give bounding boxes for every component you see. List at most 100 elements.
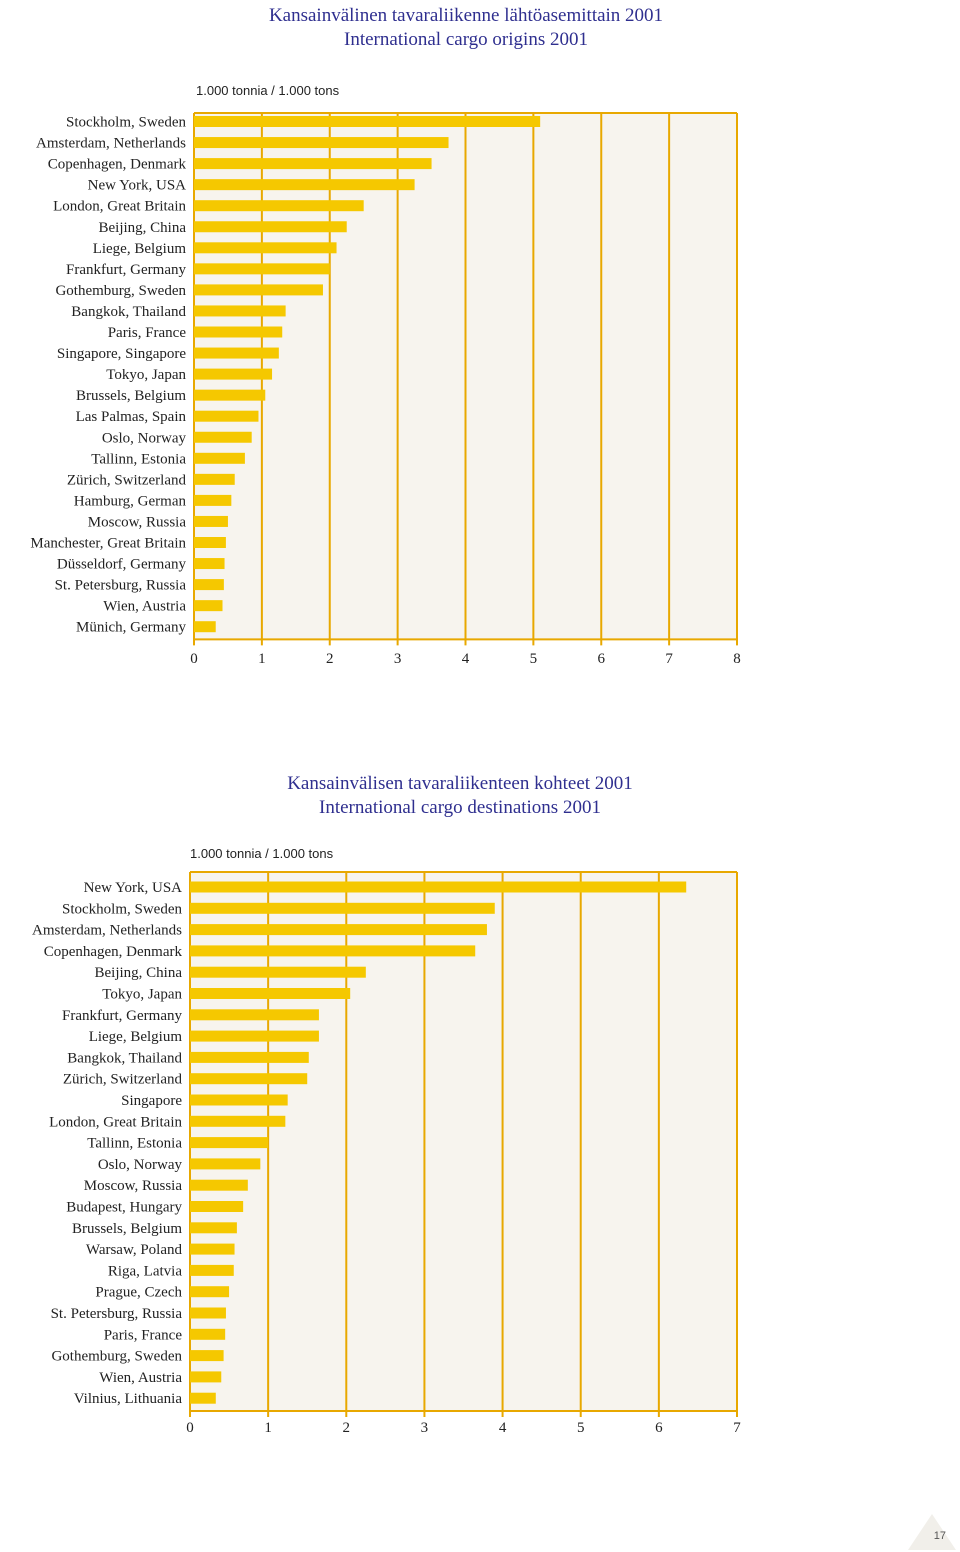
chart1-category-label: St. Petersburg, Russia — [55, 578, 187, 594]
chart1-bar — [194, 263, 330, 275]
chart2-tick-label: 5 — [577, 1420, 585, 1436]
chart1-tick-label: 5 — [530, 651, 538, 667]
chart1-category-label: Tokyo, Japan — [106, 367, 186, 383]
chart2-tick-label: 0 — [186, 1420, 194, 1436]
chart2-tick-label: 1 — [264, 1420, 272, 1436]
chart2-tick-label: 2 — [343, 1420, 351, 1436]
chart1-bar — [194, 579, 224, 591]
chart1-tick-label: 7 — [665, 651, 673, 667]
chart1-bar — [194, 179, 415, 191]
chart1-bar — [194, 284, 323, 296]
chart2-bar — [190, 1094, 288, 1106]
chart2-category-label: New York, USA — [84, 880, 183, 896]
chart2-category-label: Brussels, Belgium — [72, 1221, 182, 1237]
chart1-bar — [194, 200, 364, 212]
chart1-category-label: Wien, Austria — [103, 599, 186, 615]
chart2-category-label: Budapest, Hungary — [66, 1200, 182, 1216]
chart1-category-label: Brussels, Belgium — [76, 388, 186, 404]
chart2-bar — [190, 1137, 269, 1149]
chart1-bar — [194, 452, 245, 464]
chart1-bar — [194, 368, 273, 380]
chart2-category-label: Vilnius, Lithuania — [74, 1391, 183, 1407]
chart1-unit-label: 1.000 tonnia / 1.000 tons — [196, 83, 340, 98]
chart2-bar — [190, 1264, 234, 1276]
chart1-category-label: Liege, Belgium — [93, 241, 187, 257]
chart1-category-label: Bangkok, Thailand — [71, 304, 186, 320]
chart1-category-label: Manchester, Great Britain — [30, 536, 186, 552]
chart1-category-label: Hamburg, German — [74, 493, 187, 509]
chart2-bar — [190, 1371, 222, 1383]
chart1-category-label: Copenhagen, Denmark — [48, 157, 187, 173]
chart1-svg: Stockholm, Sweden Amsterdam, Netherlands C… — [30, 112, 741, 667]
chart2-bar — [190, 1243, 235, 1255]
chart2-bar — [190, 1222, 237, 1234]
chart1-bar — [194, 473, 235, 485]
chart2-bar — [190, 966, 366, 978]
chart1-bar — [194, 621, 216, 633]
chart2-bar — [190, 1201, 244, 1212]
chart1-bar — [194, 116, 541, 127]
chart1-bar — [194, 242, 337, 254]
chart1-category-label: Gothemburg, Sweden — [55, 283, 186, 299]
chart1-category-label: Beijing, China — [99, 220, 187, 236]
chart1-category-label: New York, USA — [88, 178, 187, 194]
chart2-category-label: Moscow, Russia — [84, 1178, 183, 1194]
chart2-bar — [190, 1179, 248, 1191]
chart1-category-label: Münich, Germany — [76, 620, 186, 636]
chart2-category-label: Beijing, China — [95, 965, 183, 981]
chart1-category-label: Paris, France — [108, 325, 187, 341]
chart2-bar — [190, 1286, 230, 1298]
chart1-bar — [194, 515, 228, 527]
chart1-bar — [194, 305, 286, 317]
chart2-plot-area — [190, 872, 737, 1411]
chart2-bar — [190, 1328, 226, 1340]
chart2-category-label: Paris, France — [104, 1327, 183, 1343]
chart2-category-label: Liege, Belgium — [89, 1029, 183, 1045]
chart2-unit-label: 1.000 tonnia / 1.000 tons — [190, 846, 334, 861]
chart2-category-label: Oslo, Norway — [98, 1157, 183, 1173]
chart2-bar — [190, 1392, 216, 1404]
chart2-category-label: Warsaw, Poland — [86, 1242, 183, 1258]
chart2-category-label: Riga, Latvia — [108, 1263, 182, 1279]
chart2-category-label: St. Petersburg, Russia — [51, 1306, 183, 1322]
chart1-title-block: Kansainvälinen tavaraliikenne lähtöasemi… — [226, 4, 706, 52]
chart1-category-label: Singapore, Singapore — [57, 346, 186, 362]
chart1-bar — [194, 410, 259, 422]
chart1-subtitle: International cargo origins 2001 — [344, 29, 588, 50]
chart2-category-label: Tokyo, Japan — [102, 987, 182, 1003]
page-corner-triangle — [908, 1514, 956, 1550]
chart2-subtitle: International cargo destinations 2001 — [319, 797, 601, 818]
chart2-title-block: Kansainvälisen tavaraliikenteen kohteet … — [220, 772, 700, 820]
page-number: 17 — [933, 1530, 946, 1542]
chart2-category-label: Prague, Czech — [95, 1285, 182, 1301]
chart2-category-label: Wien, Austria — [99, 1370, 182, 1386]
chart2-category-label: Frankfurt, Germany — [62, 1008, 182, 1024]
chart1-category-label: Düsseldorf, Germany — [57, 557, 187, 573]
chart2-category-label: London, Great Britain — [49, 1114, 182, 1130]
chart1-category-label: Oslo, Norway — [102, 430, 187, 446]
chart2-bar — [190, 1009, 319, 1021]
chart2-tick-label: 3 — [421, 1420, 429, 1436]
chart1-category-label: Amsterdam, Netherlands — [36, 136, 186, 152]
chart1-tick-label: 2 — [326, 651, 334, 667]
chart1-bar — [194, 137, 449, 149]
chart2-category-label: Stockholm, Sweden — [62, 901, 182, 917]
chart1-tick-label: 8 — [733, 651, 741, 667]
chart2-bar — [190, 924, 487, 936]
chart1-bar — [194, 600, 223, 612]
chart2-svg: New York, USA Stockholm, Sweden Amsterdam,… — [32, 871, 741, 1436]
chart2-category-label: Bangkok, Thailand — [67, 1050, 182, 1066]
chart1-bar — [194, 431, 252, 443]
chart2-tick-label: 4 — [499, 1420, 507, 1436]
chart2-category-label: Tallinn, Estonia — [87, 1136, 182, 1152]
chart2-bar — [190, 1030, 319, 1042]
chart2-category-label: Zürich, Switzerland — [63, 1072, 183, 1088]
chart2-bar — [190, 881, 687, 893]
chart1-bar — [194, 558, 225, 570]
chart1-title: Kansainvälinen tavaraliikenne lähtöasemi… — [268, 5, 664, 26]
chart1-tick-label: 4 — [462, 651, 470, 667]
chart2-bar — [190, 1158, 261, 1170]
chart1-bar — [194, 326, 283, 338]
chart1-category-label: Frankfurt, Germany — [66, 262, 186, 278]
chart2-bar — [190, 988, 351, 999]
